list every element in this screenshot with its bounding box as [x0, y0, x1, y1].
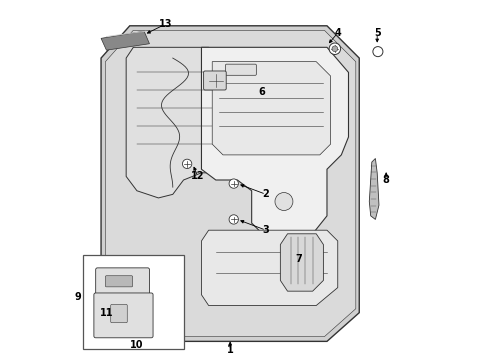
FancyBboxPatch shape [110, 305, 127, 323]
Polygon shape [101, 26, 359, 341]
Text: 13: 13 [159, 19, 172, 29]
FancyBboxPatch shape [96, 268, 149, 295]
Text: 11: 11 [100, 308, 113, 318]
Text: 4: 4 [334, 28, 341, 38]
FancyBboxPatch shape [94, 293, 153, 338]
Circle shape [182, 159, 191, 168]
Circle shape [228, 215, 238, 224]
Circle shape [228, 179, 238, 188]
Text: 3: 3 [262, 225, 269, 235]
Circle shape [331, 46, 337, 51]
Text: 10: 10 [130, 340, 143, 350]
Polygon shape [368, 158, 378, 220]
FancyBboxPatch shape [105, 276, 132, 287]
Polygon shape [126, 47, 219, 198]
Polygon shape [101, 31, 149, 50]
Polygon shape [280, 234, 323, 291]
FancyBboxPatch shape [203, 71, 226, 90]
Text: 1: 1 [226, 345, 233, 355]
Polygon shape [212, 62, 330, 155]
Text: 5: 5 [373, 28, 380, 38]
Text: 7: 7 [294, 254, 301, 264]
Polygon shape [105, 31, 355, 337]
Text: 12: 12 [191, 171, 204, 181]
Text: 6: 6 [258, 87, 265, 97]
Circle shape [274, 193, 292, 211]
Polygon shape [201, 230, 337, 306]
Polygon shape [201, 47, 348, 234]
Bar [83, 255, 183, 348]
Text: 8: 8 [382, 175, 389, 185]
FancyBboxPatch shape [225, 64, 256, 75]
Text: 9: 9 [75, 292, 81, 302]
Circle shape [372, 46, 382, 57]
Circle shape [328, 43, 340, 54]
Text: 2: 2 [262, 189, 269, 199]
